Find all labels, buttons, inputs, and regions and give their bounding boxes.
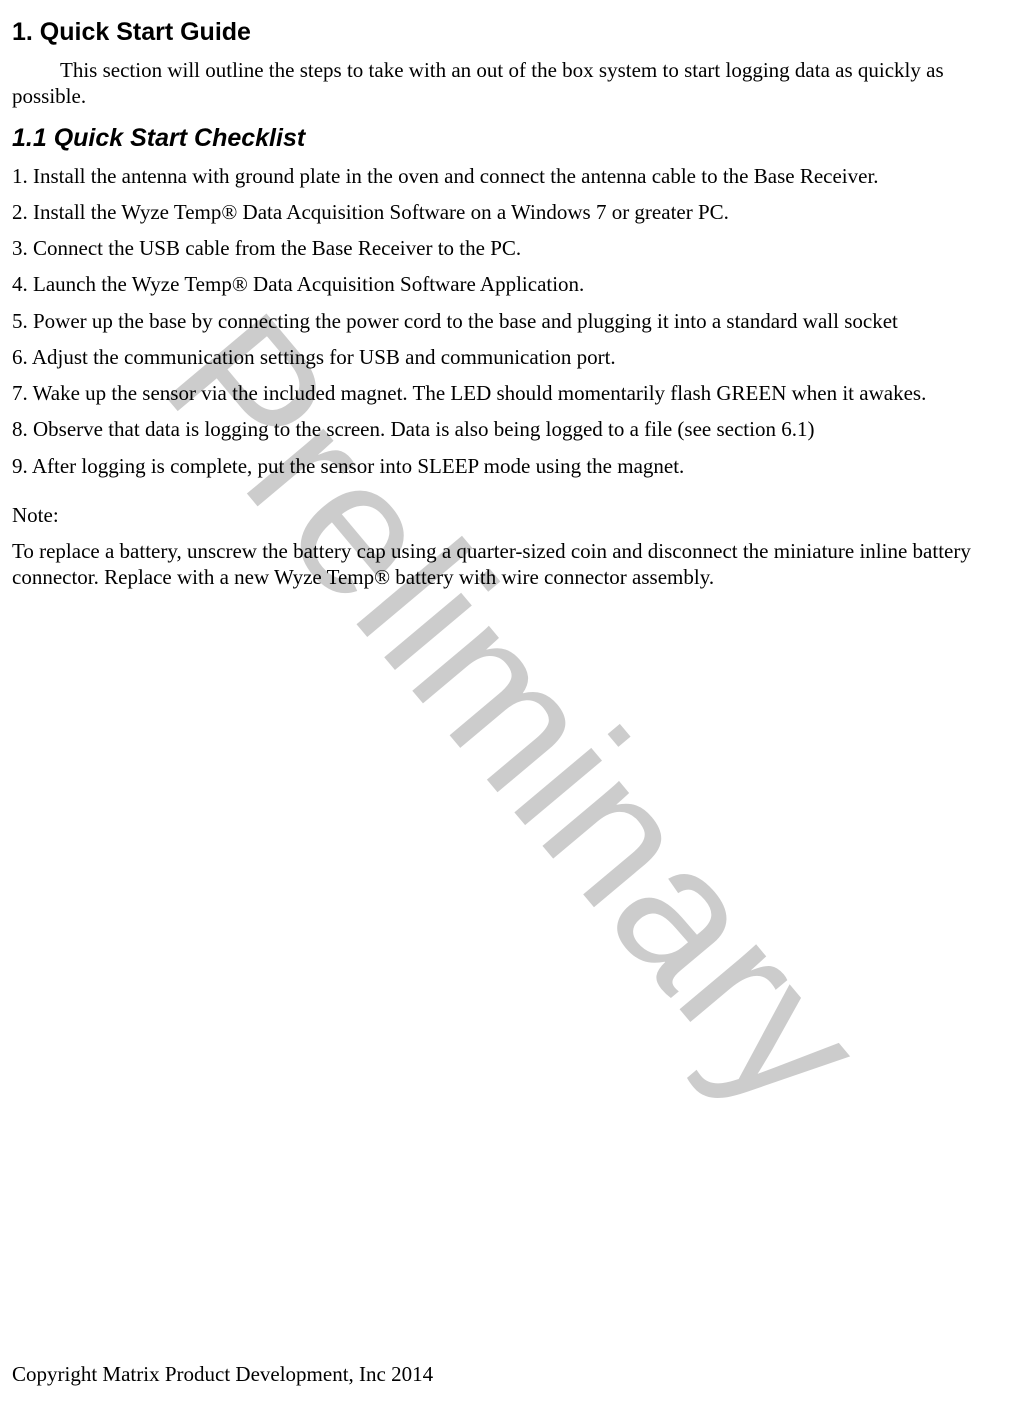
- checklist-item: 7. Wake up the sensor via the included m…: [12, 380, 1017, 406]
- document-page: Preliminary 1. Quick Start Guide This se…: [0, 0, 1029, 1423]
- checklist-item: 5. Power up the base by connecting the p…: [12, 308, 1017, 334]
- checklist-item: 1. Install the antenna with ground plate…: [12, 163, 1017, 189]
- checklist-item: 4. Launch the Wyze Temp® Data Acquisitio…: [12, 271, 1017, 297]
- checklist-item: 8. Observe that data is logging to the s…: [12, 416, 1017, 442]
- checklist-item: 2. Install the Wyze Temp® Data Acquisiti…: [12, 199, 1017, 225]
- section-title: 1. Quick Start Guide: [12, 18, 1017, 47]
- checklist-item: 9. After logging is complete, put the se…: [12, 453, 1017, 479]
- subsection-title: 1.1 Quick Start Checklist: [12, 124, 1017, 153]
- checklist-item: 6. Adjust the communication settings for…: [12, 344, 1017, 370]
- content-area: 1. Quick Start Guide This section will o…: [12, 18, 1017, 590]
- checklist-item: 3. Connect the USB cable from the Base R…: [12, 235, 1017, 261]
- copyright-footer: Copyright Matrix Product Development, In…: [12, 1362, 433, 1387]
- note-body: To replace a battery, unscrew the batter…: [12, 538, 1017, 591]
- note-label: Note:: [12, 503, 1017, 528]
- intro-paragraph: This section will outline the steps to t…: [12, 57, 1017, 110]
